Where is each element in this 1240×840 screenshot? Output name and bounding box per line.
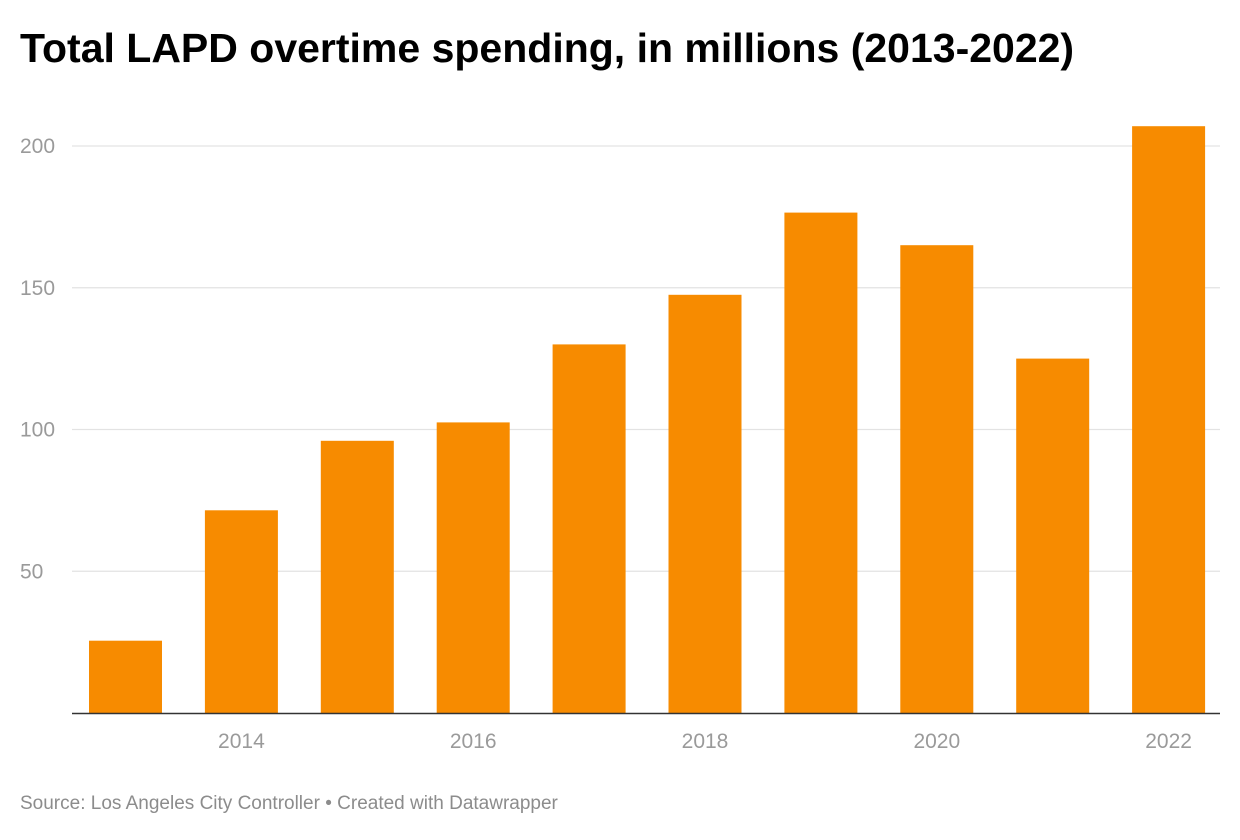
x-tick-label-2014: 2014: [218, 730, 265, 753]
bar-2021: [1016, 358, 1090, 713]
y-tick-labels: 50 100 150 200: [20, 135, 55, 583]
y-tick-label-150: 150: [20, 277, 55, 300]
chart-title: Total LAPD overtime spending, in million…: [20, 25, 1075, 71]
y-tick-label-200: 200: [20, 135, 55, 158]
bars: [89, 126, 1206, 713]
bar-2016: [436, 422, 510, 713]
x-tick-label-2022: 2022: [1145, 730, 1192, 753]
x-tick-label-2016: 2016: [450, 730, 497, 753]
x-tick-labels: 2014 2016 2018 2020 2022: [218, 730, 1192, 753]
bar-2013: [89, 640, 162, 713]
chart-footer: Source: Los Angeles City Controller • Cr…: [20, 793, 558, 815]
bar-2020: [900, 245, 974, 713]
source-text: Source: Los Angeles City Controller: [20, 793, 320, 814]
bar-2018: [668, 294, 742, 713]
footer-separator: •: [319, 793, 338, 814]
y-tick-label-100: 100: [20, 419, 55, 442]
bar-2017: [552, 344, 626, 713]
bar-2015: [320, 440, 394, 713]
x-tick-label-2018: 2018: [682, 730, 729, 753]
credit-text: Created with Datawrapper: [337, 793, 558, 814]
y-tick-label-50: 50: [20, 560, 43, 583]
bar-2014: [204, 510, 278, 713]
bar-2022: [1132, 126, 1206, 713]
x-tick-label-2020: 2020: [913, 730, 960, 753]
bar-2019: [784, 212, 858, 713]
